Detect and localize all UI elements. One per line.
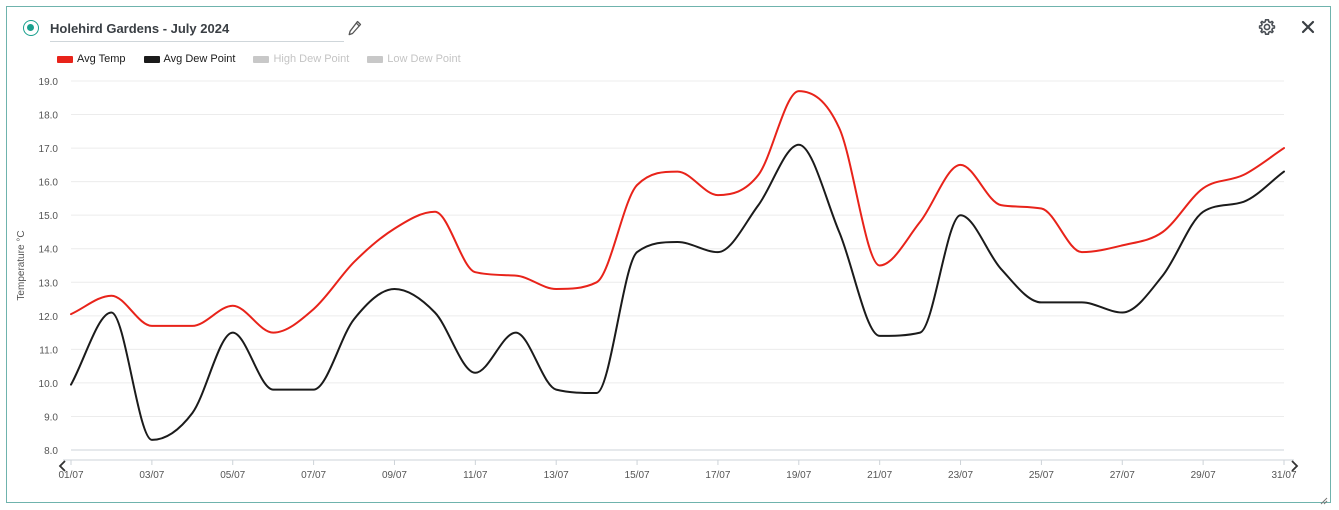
y-tick-label: 10.0	[39, 379, 59, 390]
x-tick-label: 11/07	[463, 470, 488, 481]
chart-legend: Avg Temp Avg Dew Point High Dew Point Low D…	[57, 51, 479, 67]
legend-label: Low Dew Point	[387, 53, 461, 65]
legend-label: High Dew Point	[273, 53, 350, 65]
legend-swatch	[367, 55, 384, 63]
legend-swatch	[57, 55, 73, 63]
y-tick-label: 19.0	[39, 77, 59, 88]
x-tick-label: 03/07	[139, 470, 164, 481]
legend-label: Avg Temp	[77, 53, 126, 65]
y-tick-label: 11.0	[39, 345, 58, 356]
series-line-avg-dew-point	[70, 143, 1285, 441]
x-tick-label: 31/07	[1271, 470, 1296, 481]
x-tick-label: 17/07	[705, 470, 730, 481]
x-tick-label: 23/07	[948, 470, 973, 481]
legend-swatch	[143, 55, 160, 63]
status-dot-icon[interactable]	[23, 20, 39, 36]
resize-handle-icon[interactable]	[1320, 492, 1328, 505]
legend-item[interactable]: High Dew Point	[253, 53, 349, 65]
chevron-left-icon[interactable]	[58, 460, 66, 472]
x-tick-label: 21/07	[867, 470, 892, 481]
x-tick-label: 09/07	[382, 470, 407, 481]
y-axis-label: Temperature °C	[16, 230, 27, 300]
x-tick-label: 29/07	[1191, 470, 1216, 481]
chart-widget: 8.0 9.0 10.0 11.0 12.0 13.0 14.0 15.0 16.0 17.0 18…	[6, 6, 1331, 505]
y-tick-label: 8.0	[44, 446, 58, 457]
x-tick-label: 25/07	[1029, 470, 1054, 481]
y-tick-label: 18.0	[39, 111, 59, 122]
x-tick-label: 05/07	[220, 470, 245, 481]
x-tick-label: 13/07	[544, 470, 569, 481]
legend-label: Avg Dew Point	[163, 53, 236, 65]
legend-item[interactable]: Avg Temp	[57, 53, 126, 65]
x-tick-label: 27/07	[1110, 470, 1135, 481]
y-tick-label: 14.0	[39, 245, 59, 256]
y-tick-label: 16.0	[39, 178, 59, 189]
widget-header: Holehird Gardens - July 2024	[7, 7, 1330, 51]
gear-icon[interactable]	[1257, 17, 1277, 37]
y-tick-label: 17.0	[39, 144, 59, 155]
chart-title-field[interactable]: Holehird Gardens - July 2024	[50, 17, 344, 42]
close-icon[interactable]	[1298, 17, 1318, 37]
line-chart: 8.0 9.0 10.0 11.0 12.0 13.0 14.0 15.0 16.0 17.0 18…	[16, 77, 1299, 481]
legend-item[interactable]: Low Dew Point	[367, 53, 461, 65]
y-tick-label: 13.0	[39, 278, 59, 289]
y-tick-label: 15.0	[39, 211, 59, 222]
chevron-right-icon[interactable]	[1291, 460, 1299, 472]
x-tick-label: 07/07	[301, 470, 326, 481]
series-line-avg-temp	[70, 90, 1285, 334]
x-tick-label: 01/07	[58, 470, 83, 481]
legend-swatch	[253, 55, 270, 63]
x-tick-label: 19/07	[786, 470, 811, 481]
legend-item[interactable]: Avg Dew Point	[143, 53, 236, 65]
x-tick-label: 15/07	[625, 470, 650, 481]
y-tick-label: 12.0	[39, 312, 59, 323]
y-tick-label: 9.0	[44, 412, 58, 423]
pencil-icon[interactable]	[346, 19, 364, 37]
